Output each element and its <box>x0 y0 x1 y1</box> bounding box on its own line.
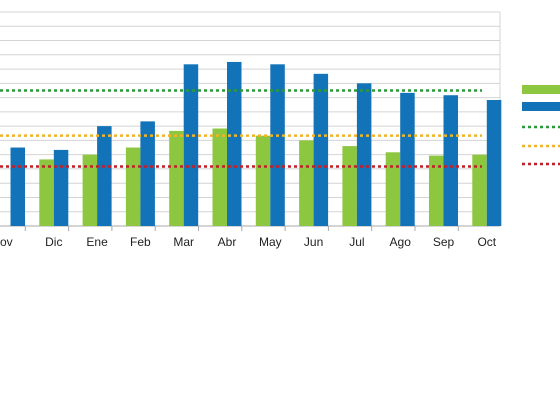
bar-series-1-Feb <box>125 147 141 226</box>
bar-series-1-Ene <box>82 154 98 226</box>
x-tick-label: Dic <box>45 235 62 249</box>
bar-series-1-Jul <box>342 146 357 226</box>
bar-series-1-Mar <box>169 130 184 226</box>
bar-series-2-Dic <box>53 149 69 226</box>
x-tick-labels: ov Dic Ene Feb Mar Abr May Jun Jul Ago Sep Oct <box>0 235 497 249</box>
bar-series-2-Abr <box>227 61 242 226</box>
bar-series-1-May <box>255 135 271 226</box>
bar-series-2-ov <box>10 147 25 226</box>
legend-key-series-2 <box>522 102 560 111</box>
bar-series-2-Jun <box>313 73 329 226</box>
x-tick-label: May <box>259 235 282 249</box>
x-tick-label: Feb <box>130 235 151 249</box>
x-tick-label: Abr <box>218 235 237 249</box>
bar-series-2-Ene <box>97 126 112 226</box>
x-tick-label: ov <box>0 235 13 249</box>
bar-series-1-Dic <box>39 159 54 226</box>
x-tick-label: Oct <box>477 235 496 249</box>
x-tick-label: Sep <box>433 235 455 249</box>
bar-series-2-Mar <box>183 64 199 226</box>
bar-series-1-Jun <box>299 140 314 226</box>
x-tick-label: Ene <box>86 235 108 249</box>
legend <box>522 85 560 166</box>
reference-lines <box>0 89 482 168</box>
bar-series-1-Sep <box>429 155 444 226</box>
bar-series-2-May <box>270 64 285 226</box>
bar-series-2-Jul <box>356 83 372 226</box>
bar-series-2-Oct <box>486 99 502 226</box>
bar-series-1-Abr <box>212 128 227 226</box>
x-tick-label: Ago <box>390 235 412 249</box>
x-tick-label: Mar <box>173 235 194 249</box>
bar-series-2-Sep <box>443 95 458 226</box>
gridlines <box>0 11 501 231</box>
legend-key-series-1 <box>522 85 560 94</box>
bar-series-1-Ago <box>385 152 401 226</box>
bars <box>10 61 502 226</box>
x-tick-label: Jun <box>304 235 323 249</box>
bar-series-2-Ago <box>400 92 415 226</box>
x-tick-label: Jul <box>349 235 364 249</box>
bar-series-1-Oct <box>472 154 487 226</box>
bar-series-2-Feb <box>140 121 155 226</box>
